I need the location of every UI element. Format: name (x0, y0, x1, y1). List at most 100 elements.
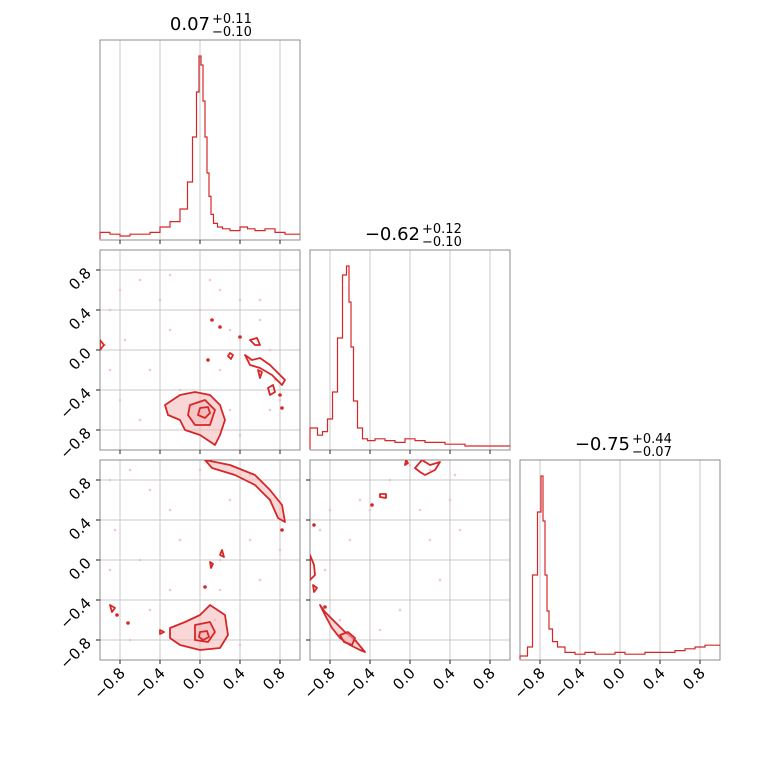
scatter-point (278, 398, 282, 402)
histogram-step (99, 55, 300, 239)
histogram-panel-1 (99, 39, 301, 244)
density-content-s32 (310, 460, 462, 653)
scatter-point (218, 368, 222, 372)
x-tick-label: 0.4 (639, 664, 669, 694)
density-contour (249, 337, 261, 346)
scatter-point (268, 408, 272, 412)
scatter-point (168, 508, 172, 512)
scatter-point (178, 538, 182, 542)
density-contour (312, 584, 318, 593)
scatter-point (148, 488, 152, 492)
contour-dot (323, 605, 327, 609)
y-tick-label: 0.8 (65, 264, 95, 294)
contour-dot (206, 358, 210, 362)
density-contour (198, 630, 210, 641)
density-contour (109, 604, 116, 613)
scatter-point (258, 298, 262, 302)
title-minus-error: −0.07 (632, 445, 672, 460)
contour-dot (370, 503, 374, 507)
scatter-point (108, 568, 112, 572)
density-contour (404, 460, 409, 466)
x-tick-label: 0.0 (389, 664, 419, 694)
density-contour (100, 339, 105, 351)
density-contour (267, 384, 276, 396)
scatter-point (388, 478, 392, 482)
scatter-point (208, 278, 212, 282)
x-tick-label: 0.8 (469, 664, 499, 694)
scatter-point (128, 638, 132, 642)
contour-dot (280, 528, 284, 532)
density-content-s31 (108, 460, 286, 651)
scatter-point (228, 408, 232, 412)
scatter-point (138, 278, 142, 282)
scatter-point (238, 433, 242, 437)
x-tick-label: 0.8 (679, 664, 709, 694)
scatter-point (323, 568, 327, 572)
panel-title-3: −0.75 +0.44−0.07 (575, 432, 672, 460)
contour-dot (278, 393, 282, 397)
scatter-point (123, 338, 127, 342)
density-panel-s21: −0.8−0.4 0.0 0.4 0.8 (56, 249, 301, 463)
scatter-point (108, 308, 112, 312)
density-contour (227, 352, 234, 360)
histogram-step (309, 265, 510, 449)
scatter-point (118, 288, 122, 292)
scatter-point (408, 463, 412, 467)
y-tick-label: 0.4 (65, 514, 95, 544)
x-tick-label: −0.4 (130, 664, 168, 702)
title-value: −0.62 (365, 224, 420, 245)
scatter-point (218, 588, 222, 592)
scatter-point (118, 398, 122, 402)
scatter-point (218, 558, 222, 562)
x-tick-label: 0.8 (259, 664, 289, 694)
scatter-point (238, 643, 242, 647)
scatter-point (448, 498, 452, 502)
scatter-point (113, 528, 117, 532)
density-contour (244, 354, 286, 386)
title-value: 0.07 (170, 14, 210, 35)
scatter-point (248, 538, 252, 542)
contour-dot (126, 621, 130, 625)
scatter-point (238, 298, 242, 302)
scatter-point (428, 468, 432, 472)
scatter-point (138, 558, 142, 562)
x-tick-label: −0.8 (300, 664, 338, 702)
scatter-point (328, 508, 332, 512)
title-minus-error: −0.10 (422, 235, 462, 250)
scatter-point (368, 508, 372, 512)
scatter-point (168, 588, 172, 592)
scatter-point (148, 368, 152, 372)
scatter-point (108, 368, 112, 372)
density-contour (219, 549, 225, 558)
scatter-point (108, 478, 112, 482)
density-content-s21 (100, 273, 286, 446)
scatter-point (168, 273, 172, 277)
density-contour (159, 629, 165, 635)
title-minus-error: −0.10 (212, 25, 252, 40)
histogram-panel-2 (309, 249, 511, 454)
histogram-2 (309, 265, 510, 449)
histogram-3 (519, 475, 720, 659)
scatter-point (228, 498, 232, 502)
x-tick-label: −0.8 (510, 664, 548, 702)
scatter-point (268, 348, 272, 352)
density-contour (339, 631, 356, 646)
x-tick-label: −0.8 (90, 664, 128, 702)
title-plus-error: +0.44 (632, 432, 672, 447)
scatter-point (258, 318, 262, 322)
scatter-point (348, 538, 352, 542)
scatter-point (318, 528, 322, 532)
density-contour (414, 460, 441, 476)
density-contour (319, 604, 366, 653)
x-tick-label: 0.0 (179, 664, 209, 694)
panel-title-1: 0.07 +0.11−0.10 (170, 12, 252, 40)
y-tick-label: −0.4 (56, 594, 94, 632)
scatter-point (148, 608, 152, 612)
scatter-point (198, 308, 202, 312)
density-panel-s31: −0.8 −0.4 0.0 0.4 0.8−0.8−0.40.00.40.8 (56, 459, 301, 703)
contour-dot (210, 318, 214, 322)
y-tick-label: −0.8 (56, 634, 94, 672)
density-panel-s32: −0.8 −0.4 0.0 0.4 0.8 (300, 459, 511, 703)
density-contour (204, 460, 286, 523)
